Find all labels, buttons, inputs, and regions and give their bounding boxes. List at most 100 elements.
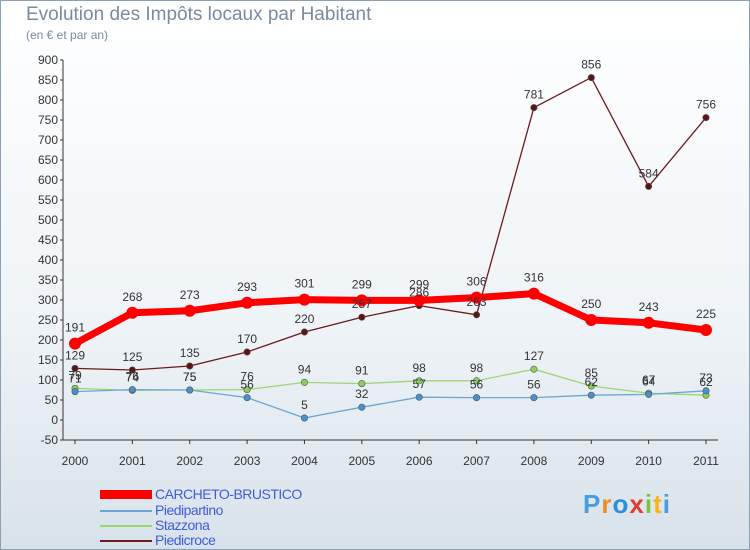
x-tick-label: 2002 [176, 454, 203, 468]
data-point [183, 304, 196, 317]
data-label: 293 [237, 280, 257, 294]
x-tick-label: 2009 [578, 454, 605, 468]
y-tick-label: 900 [38, 53, 58, 67]
data-label: 856 [581, 58, 601, 72]
y-tick-label: 650 [38, 153, 58, 167]
data-point [642, 316, 655, 329]
data-point [358, 380, 366, 388]
x-tick-label: 2006 [406, 454, 433, 468]
data-label: 94 [298, 362, 312, 376]
logo-letter: t [653, 489, 663, 519]
data-label: 316 [524, 271, 544, 285]
proxiti-logo: Proxiti [583, 489, 671, 520]
data-point [473, 394, 481, 402]
data-label: 584 [639, 166, 659, 180]
data-point [587, 382, 595, 390]
data-label: 76 [126, 370, 140, 384]
data-label: 98 [470, 361, 484, 375]
data-point [700, 324, 712, 336]
data-label: 5 [301, 398, 308, 412]
data-point [413, 294, 426, 307]
x-tick-label: 2004 [291, 454, 318, 468]
data-label: 301 [294, 277, 314, 291]
legend-swatch-carcheto-brustico [100, 490, 152, 499]
data-point [645, 182, 653, 190]
y-tick-label: 600 [38, 173, 58, 187]
data-label: 75 [183, 370, 197, 384]
data-point [415, 393, 423, 401]
data-label: 268 [122, 290, 142, 304]
data-label: 299 [352, 277, 372, 291]
y-tick-label: 750 [38, 113, 58, 127]
y-tick-label: 50 [45, 393, 59, 407]
data-label: 243 [639, 300, 659, 314]
logo-letter: i [662, 489, 671, 519]
logo-letter: r [601, 489, 613, 519]
data-point [71, 364, 79, 372]
data-label: 225 [696, 307, 716, 321]
data-label: 32 [355, 387, 369, 401]
y-tick-label: 500 [38, 213, 58, 227]
data-point [300, 378, 308, 386]
legend-swatch-stazzona [100, 525, 152, 527]
x-tick-label: 2000 [62, 454, 89, 468]
data-point [470, 291, 483, 304]
data-label: 56 [470, 378, 484, 392]
data-label: 250 [581, 297, 601, 311]
x-tick-label: 2011 [693, 454, 719, 468]
series-line-stazzona [74, 368, 707, 396]
data-label: 74 [126, 370, 140, 384]
x-tick-label: 2003 [234, 454, 261, 468]
data-point [300, 328, 308, 336]
data-label: 67 [642, 373, 656, 387]
data-point [530, 365, 538, 373]
data-label: 135 [180, 346, 200, 360]
data-point [128, 386, 136, 394]
legend-label-piedipartino: Piedipartino [155, 502, 223, 518]
y-tick-label: 100 [38, 373, 58, 387]
x-tick-label: 2007 [463, 454, 490, 468]
data-label: 85 [585, 366, 599, 380]
data-point [186, 362, 194, 370]
data-label: 57 [413, 377, 427, 391]
legend-label-carcheto-brustico: CARCHETO-BRUSTICO [155, 486, 302, 502]
data-label: 191 [65, 321, 85, 335]
logo-letter: x [629, 489, 645, 519]
y-tick-label: 800 [38, 93, 58, 107]
data-point [241, 296, 254, 309]
data-point [126, 306, 139, 319]
data-point [300, 414, 308, 422]
data-point [358, 313, 366, 321]
data-point [702, 387, 710, 395]
data-label: 263 [467, 295, 487, 309]
data-point [473, 377, 481, 385]
data-point [243, 394, 251, 402]
data-label: 98 [413, 361, 427, 375]
y-tick-label: 850 [38, 73, 58, 87]
series-line-carcheto-brustico [73, 290, 707, 347]
data-point [530, 394, 538, 402]
data-point [69, 337, 81, 350]
y-tick-label: 450 [38, 233, 58, 247]
data-point [298, 293, 311, 306]
data-point [585, 314, 598, 326]
data-label: 73 [699, 371, 713, 385]
x-tick-label: 2008 [521, 454, 548, 468]
data-point [186, 386, 194, 394]
data-point [473, 311, 481, 319]
x-tick-label: 2001 [119, 454, 146, 468]
y-tick-label: 300 [38, 293, 58, 307]
chart-title: Evolution des Impôts locaux par Habitant [26, 4, 372, 25]
data-label: 91 [355, 364, 369, 378]
data-label: 286 [409, 286, 429, 300]
y-tick-label: 700 [38, 133, 58, 147]
y-tick-label: 250 [38, 313, 58, 327]
y-tick-label: 150 [38, 353, 58, 367]
data-label: 79 [68, 368, 82, 382]
data-label: 170 [237, 332, 257, 346]
chart-subtitle: (en € et par an) [26, 28, 109, 42]
data-label: 76 [240, 370, 254, 384]
logo-letter: P [583, 489, 602, 519]
logo-letter: i [644, 489, 654, 519]
